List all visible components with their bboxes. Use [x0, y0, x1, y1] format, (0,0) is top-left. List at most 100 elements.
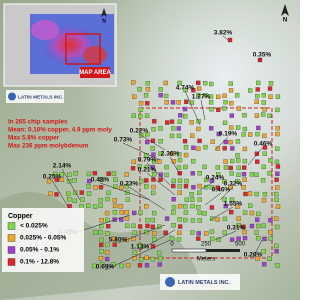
sample-point — [254, 191, 259, 197]
sample-point — [249, 223, 255, 229]
sample-label: 4.74% — [176, 85, 195, 92]
sample-point — [223, 165, 229, 170]
sample-point — [262, 262, 267, 267]
sample-point — [236, 106, 242, 111]
sample-label: 2.36% — [161, 151, 180, 158]
sample-point — [138, 257, 144, 262]
sample-point — [177, 190, 182, 195]
sample-point — [228, 165, 233, 171]
leader-line — [222, 35, 229, 41]
sample-point — [124, 184, 129, 189]
scale-tick: 500 — [235, 242, 246, 248]
leader-line — [138, 133, 166, 151]
legend-swatch — [7, 258, 16, 266]
sample-point — [150, 138, 156, 144]
sample-point — [119, 263, 124, 269]
sample-point — [256, 125, 261, 131]
sample-point — [143, 93, 149, 98]
sample-point — [275, 263, 280, 268]
sample-point — [104, 256, 110, 262]
sample-point — [242, 177, 247, 182]
sample-point — [236, 223, 242, 228]
sample-point — [105, 231, 110, 236]
sample-point — [138, 101, 144, 106]
sample-point — [93, 230, 98, 235]
sample-label: 1.13% — [131, 244, 150, 251]
sample-point — [242, 210, 248, 215]
sample-point — [164, 164, 169, 170]
leader-line — [61, 168, 81, 201]
sample-point — [177, 157, 183, 163]
sample-point — [210, 139, 215, 144]
sample-point — [275, 146, 280, 151]
sample-point — [144, 164, 150, 170]
sample-point — [190, 133, 195, 138]
sample-point — [112, 210, 118, 215]
sample-point — [243, 191, 248, 197]
sample-point — [182, 106, 188, 112]
sample-point — [138, 210, 143, 215]
sample-point — [86, 203, 91, 208]
sample-point — [275, 107, 280, 113]
sample-point — [183, 152, 189, 158]
sample-point — [261, 112, 266, 117]
sample-point — [119, 185, 124, 190]
sample-point — [151, 159, 157, 164]
sample-point — [267, 171, 272, 176]
sample-point — [171, 178, 176, 184]
leader-line — [252, 239, 263, 259]
scale-unit: Meters — [197, 257, 215, 263]
sample-point — [145, 139, 150, 145]
sample-label: 5.80% — [109, 237, 128, 244]
sample-point — [118, 204, 124, 209]
sample-point — [59, 177, 65, 182]
sample-point — [106, 190, 111, 196]
sample-point — [73, 171, 78, 176]
sample-point — [191, 88, 196, 93]
logo-box — [160, 274, 240, 290]
sample-point — [275, 126, 280, 131]
sample-point — [262, 145, 268, 150]
sample-point — [254, 113, 260, 118]
sample-point — [261, 249, 266, 254]
sample-point — [262, 236, 267, 242]
sample-point — [242, 146, 248, 152]
sample-point — [53, 171, 58, 177]
sample-point — [196, 190, 202, 196]
sample-point — [216, 237, 221, 242]
sample-point — [176, 237, 182, 242]
legend-label: < 0.025% — [20, 223, 48, 230]
sample-point — [248, 203, 253, 208]
sample-point — [112, 203, 118, 209]
sample-label: 0.23% — [120, 181, 139, 188]
sample-point — [178, 113, 183, 118]
sample-point — [169, 119, 175, 124]
sample-point — [267, 86, 273, 91]
sample-point — [196, 205, 201, 210]
sample-point — [216, 107, 221, 113]
leader-line — [257, 57, 263, 61]
sample-point — [92, 204, 98, 209]
sample-point — [113, 177, 118, 182]
leader-line — [214, 136, 229, 151]
sample-point — [144, 113, 150, 118]
sample-point — [152, 119, 157, 124]
sample-point — [98, 198, 103, 203]
sample-point — [254, 172, 259, 178]
sample-point — [209, 178, 214, 183]
sample-point — [215, 146, 221, 151]
sample-point — [228, 81, 233, 86]
sample-point — [189, 120, 194, 125]
sample-point — [54, 177, 60, 182]
sample-point — [262, 107, 267, 112]
sample-point — [112, 198, 117, 203]
sample-point — [261, 198, 267, 203]
sample-point — [86, 191, 92, 196]
sample-point — [177, 80, 182, 86]
sample-point — [196, 80, 201, 86]
sample-point — [236, 165, 241, 171]
sample-point — [171, 159, 177, 164]
sample-point — [164, 100, 169, 105]
sample-point — [98, 229, 103, 235]
sample-point — [177, 119, 182, 124]
